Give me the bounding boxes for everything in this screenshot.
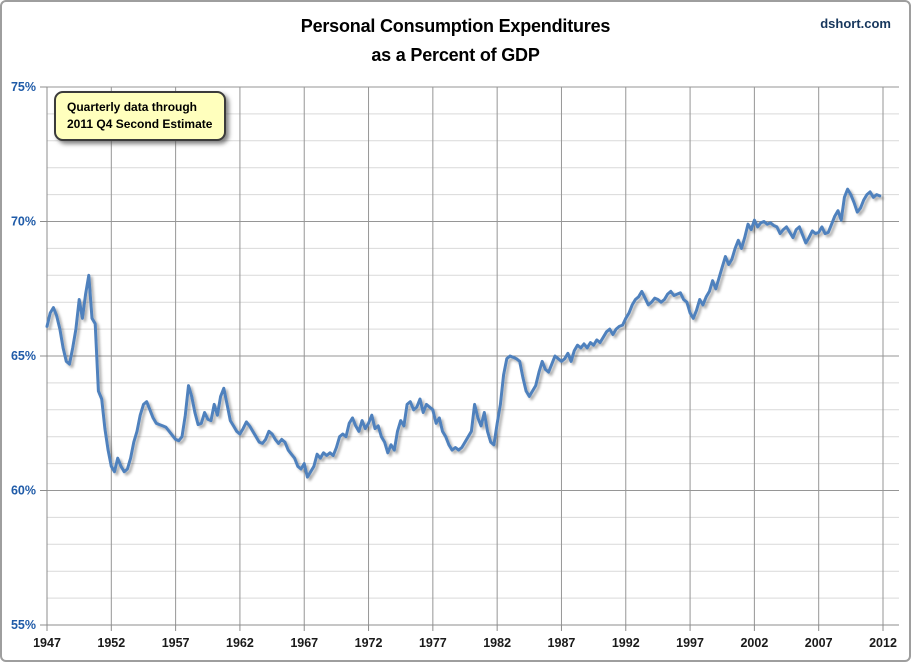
x-axis-label: 1967 bbox=[290, 636, 318, 650]
x-axis-label: 1982 bbox=[483, 636, 511, 650]
x-axis-label: 1987 bbox=[548, 636, 576, 650]
x-axis-label: 1992 bbox=[612, 636, 640, 650]
source-watermark: dshort.com bbox=[820, 16, 891, 31]
callout-line1: Quarterly data through bbox=[67, 100, 198, 114]
x-axis-label: 1957 bbox=[162, 636, 190, 650]
x-axis-label: 1947 bbox=[33, 636, 61, 650]
y-axis-label: 60% bbox=[11, 484, 36, 498]
y-axis-label: 70% bbox=[11, 215, 36, 229]
x-axis-label: 1997 bbox=[676, 636, 704, 650]
pce-series-line bbox=[45, 187, 882, 479]
y-axis-label: 65% bbox=[11, 349, 36, 363]
chart-title-line2: as a Percent of GDP bbox=[371, 45, 540, 65]
y-axis-label: 55% bbox=[11, 618, 36, 632]
chart-title-line1: Personal Consumption Expenditures bbox=[300, 16, 611, 36]
x-axis-label: 1962 bbox=[226, 636, 254, 650]
y-axis-label: 75% bbox=[11, 80, 36, 94]
x-axis-label: 1972 bbox=[355, 636, 383, 650]
x-axis-label: 1952 bbox=[97, 636, 125, 650]
chart-title: Personal Consumption Expenditures as a P… bbox=[2, 12, 909, 70]
x-axis-label: 1977 bbox=[419, 636, 447, 650]
x-axis-label: 2002 bbox=[740, 636, 768, 650]
callout-line2: 2011 Q4 Second Estimate bbox=[67, 117, 213, 131]
x-axis-label: 2012 bbox=[869, 636, 897, 650]
callout-note: Quarterly data through 2011 Q4 Second Es… bbox=[54, 91, 227, 141]
x-axis-label: 2007 bbox=[805, 636, 833, 650]
